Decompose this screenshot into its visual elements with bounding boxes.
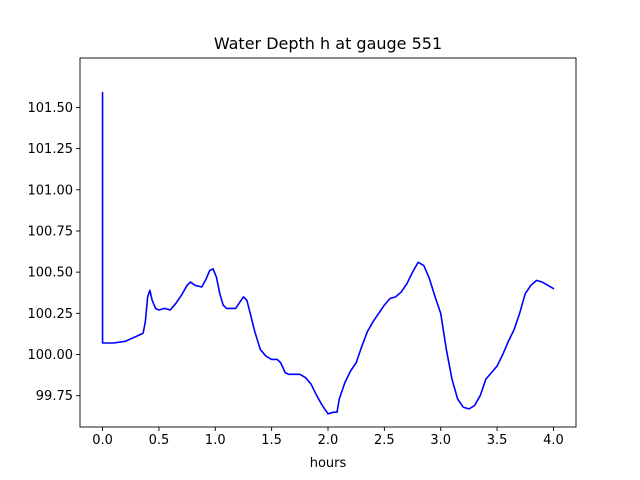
y-tick-label: 100.50	[28, 266, 74, 281]
y-tick-label: 100.00	[28, 348, 74, 363]
x-axis-label: hours	[310, 456, 347, 471]
x-tick-label: 3.0	[430, 433, 451, 448]
y-tick-label: 101.50	[28, 101, 74, 116]
series-line-0	[101, 91, 555, 415]
y-tick-label: 100.25	[28, 307, 74, 322]
x-tick-label: 1.0	[205, 433, 226, 448]
x-tick-label: 2.5	[374, 433, 395, 448]
y-tick-label: 101.00	[28, 183, 74, 198]
x-tick-label: 4.0	[543, 433, 564, 448]
y-tick-label: 101.25	[28, 142, 74, 157]
x-tick-label: 3.5	[487, 433, 508, 448]
x-tick-label: 2.0	[318, 433, 339, 448]
plot-area: 0.0 0.5 1.0 1.5 2.0 2.5 3.0 3.5 4.0 99.75 100.00 10…	[28, 57, 577, 448]
y-tick-label: 99.75	[36, 389, 73, 404]
y-tick-label: 100.75	[28, 224, 74, 239]
chart-title: Water Depth h at gauge 551	[214, 34, 442, 53]
x-tick-label: 0.5	[149, 433, 170, 448]
x-tick-label: 0.0	[92, 433, 113, 448]
x-tick-label: 1.5	[261, 433, 282, 448]
